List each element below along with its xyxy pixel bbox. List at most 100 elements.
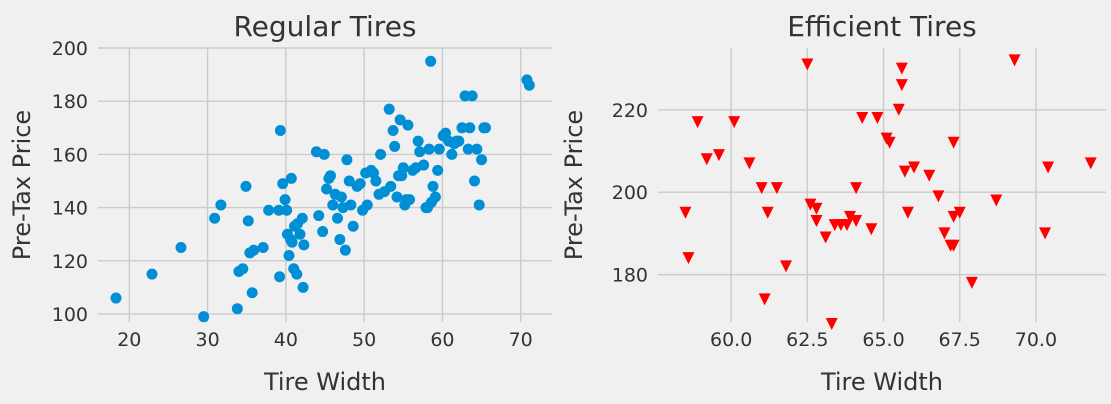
data-point xyxy=(433,143,445,155)
data-point xyxy=(175,242,187,254)
data-point xyxy=(242,215,254,227)
data-point xyxy=(391,191,403,203)
data-point xyxy=(432,164,444,176)
data-point xyxy=(932,190,945,203)
data-point xyxy=(423,143,435,155)
data-point xyxy=(425,55,437,67)
data-point xyxy=(479,122,491,134)
data-point xyxy=(354,178,366,190)
x-tick-label: 40 xyxy=(274,329,298,351)
data-point xyxy=(209,212,221,224)
data-point xyxy=(324,170,336,182)
y-tick-label: 160 xyxy=(52,144,88,166)
data-point xyxy=(908,161,920,174)
data-point xyxy=(332,212,344,224)
x-tick-label: 60 xyxy=(430,329,454,351)
data-point xyxy=(321,183,333,195)
chart-title: Regular Tires xyxy=(233,10,416,43)
data-point xyxy=(712,149,725,162)
data-point xyxy=(240,180,252,192)
data-point xyxy=(274,271,286,283)
data-point xyxy=(387,124,399,136)
data-point xyxy=(283,249,295,261)
data-point xyxy=(285,172,297,184)
data-point xyxy=(274,124,286,136)
data-point xyxy=(761,206,774,219)
data-point xyxy=(700,153,713,166)
data-point xyxy=(296,212,308,224)
data-point xyxy=(895,79,908,92)
data-point xyxy=(462,143,474,155)
data-point xyxy=(804,198,817,211)
data-point xyxy=(370,175,382,187)
data-point xyxy=(215,199,227,211)
data-point xyxy=(237,263,249,275)
data-point xyxy=(819,231,832,244)
data-point xyxy=(198,311,210,323)
data-point xyxy=(402,119,414,131)
x-tick-label: 20 xyxy=(117,329,141,351)
data-point xyxy=(375,148,387,160)
data-point xyxy=(947,239,960,252)
data-point xyxy=(825,318,838,331)
data-point xyxy=(758,293,771,306)
data-point xyxy=(801,58,814,71)
x-tick-label: 65.0 xyxy=(862,329,904,351)
data-point xyxy=(901,206,914,219)
data-point xyxy=(466,90,478,102)
data-point xyxy=(418,159,430,171)
data-point xyxy=(850,215,863,228)
regular-chart: 20 30 40 50 60 70 100 120 140 160 180 200 Regular Ti… xyxy=(8,10,552,396)
data-point xyxy=(1039,227,1052,240)
data-point xyxy=(471,143,483,155)
data-point xyxy=(327,199,339,211)
data-point xyxy=(469,175,481,187)
data-point xyxy=(385,180,397,192)
x-tick-label: 60.0 xyxy=(710,329,752,351)
data-point xyxy=(427,180,439,192)
data-point xyxy=(990,194,1003,207)
x-tick-label: 70.0 xyxy=(1015,329,1057,351)
x-axis-label: Tire Width xyxy=(263,368,386,396)
data-point xyxy=(394,114,406,126)
data-point xyxy=(277,178,289,190)
data-point xyxy=(361,199,373,211)
data-point xyxy=(429,191,441,203)
data-point xyxy=(755,182,768,195)
y-tick-label: 200 xyxy=(52,38,88,60)
data-point xyxy=(345,199,357,211)
data-point xyxy=(892,103,905,116)
y-tick-label: 180 xyxy=(52,91,88,113)
data-point xyxy=(318,148,330,160)
data-point xyxy=(770,182,783,195)
data-point xyxy=(844,210,856,223)
y-tick-label: 140 xyxy=(52,198,88,220)
data-point xyxy=(263,204,275,216)
data-point xyxy=(248,244,260,256)
data-point xyxy=(953,206,966,219)
data-point xyxy=(294,228,306,240)
data-point xyxy=(476,154,488,166)
y-tick-label: 200 xyxy=(612,182,648,204)
data-point xyxy=(313,210,325,222)
data-point xyxy=(298,239,310,251)
x-tick-label: 67.5 xyxy=(939,329,981,351)
data-point xyxy=(343,175,355,187)
efficient-chart: 60.0 62.5 65.0 67.5 70.0 180 200 220 Efficient T… xyxy=(560,10,1106,396)
data-point xyxy=(780,260,792,273)
data-point xyxy=(883,136,896,149)
y-tick-label: 120 xyxy=(52,251,88,273)
data-point xyxy=(728,116,741,129)
y-tick-label: 220 xyxy=(612,100,648,122)
data-point xyxy=(335,191,347,203)
y-tick-label: 100 xyxy=(52,304,88,326)
data-point xyxy=(682,252,695,265)
data-point xyxy=(246,287,258,299)
data-point xyxy=(856,112,869,125)
data-point xyxy=(965,276,978,289)
data-point xyxy=(691,116,704,129)
data-point xyxy=(257,242,269,254)
data-point xyxy=(279,194,291,206)
